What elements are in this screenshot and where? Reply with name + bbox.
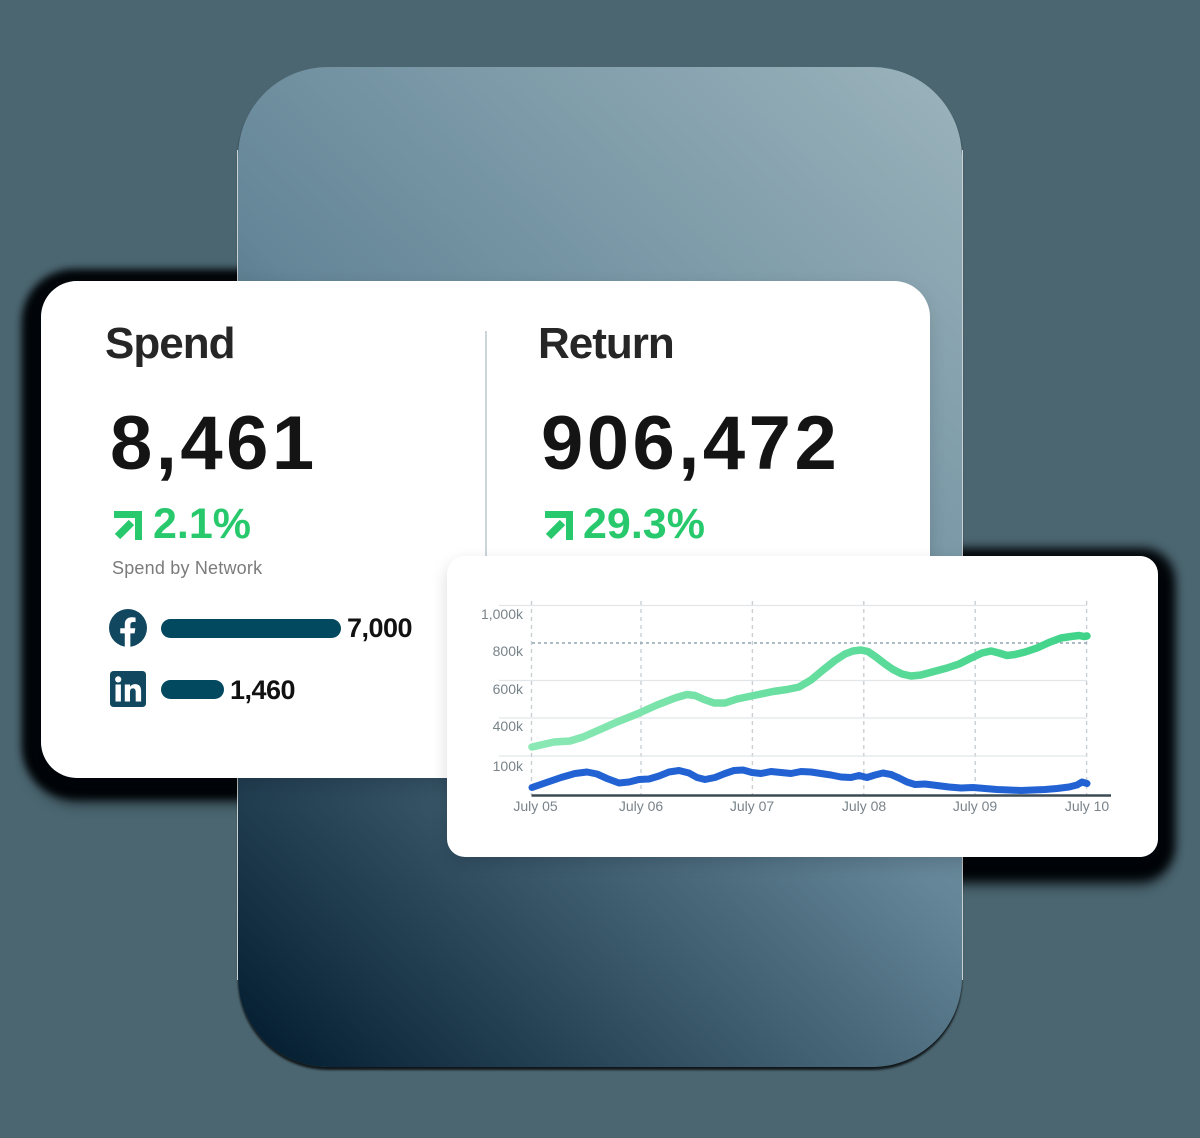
svg-text:July 07: July 07 bbox=[730, 798, 775, 814]
svg-text:1,000k: 1,000k bbox=[481, 606, 524, 622]
svg-text:July 10: July 10 bbox=[1065, 798, 1110, 814]
svg-text:600k: 600k bbox=[493, 681, 524, 697]
svg-text:July 05: July 05 bbox=[513, 798, 558, 814]
svg-text:400k: 400k bbox=[493, 718, 524, 734]
svg-text:100k: 100k bbox=[493, 758, 524, 774]
svg-text:July 08: July 08 bbox=[842, 798, 887, 814]
svg-text:800k: 800k bbox=[493, 643, 524, 659]
svg-text:July 09: July 09 bbox=[953, 798, 998, 814]
svg-text:July 06: July 06 bbox=[619, 798, 664, 814]
